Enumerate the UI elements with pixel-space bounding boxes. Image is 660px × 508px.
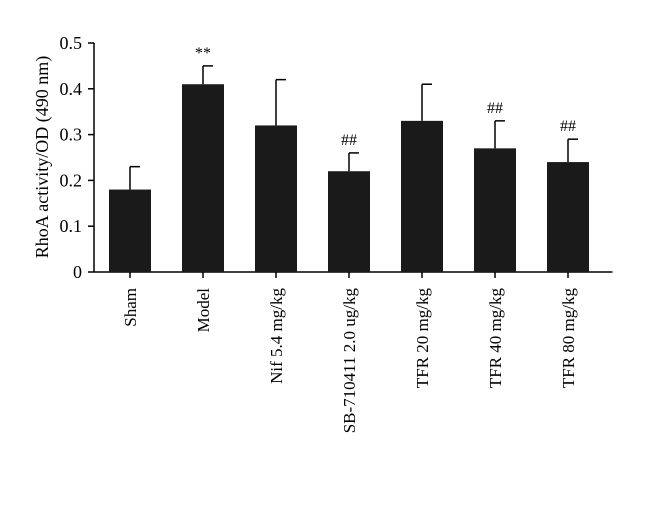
bar xyxy=(401,120,443,272)
plot-area: 0 0.1 0.2 0.3 0.4 0.5 Sham ** Model Nif 5.4 mg/kg… xyxy=(60,33,613,433)
y-axis-title: RhoA activity/OD (490 nm) xyxy=(32,56,53,258)
y-tick-label: 0.5 xyxy=(60,33,83,53)
bar xyxy=(474,148,516,272)
x-category-label: Sham xyxy=(121,288,140,327)
significance-label: ## xyxy=(341,132,357,149)
significance-label: ## xyxy=(560,118,576,135)
significance-label: ** xyxy=(195,45,211,62)
x-category-label: Model xyxy=(194,288,213,333)
bar xyxy=(547,162,589,272)
bar xyxy=(328,171,370,272)
y-tick-label: 0.2 xyxy=(60,170,83,190)
x-category-label: TFR 80 mg/kg xyxy=(559,288,578,389)
y-tick-label: 0 xyxy=(73,262,82,282)
x-category-label: TFR 20 mg/kg xyxy=(413,288,432,389)
x-category-label: TFR 40 mg/kg xyxy=(486,288,505,389)
x-category-label: SB-710411 2.0 ug/kg xyxy=(340,288,359,434)
y-tick-label: 0.3 xyxy=(60,125,83,145)
y-tick-label: 0.1 xyxy=(60,216,83,236)
significance-label: ## xyxy=(487,100,503,117)
x-category-label: Nif 5.4 mg/kg xyxy=(267,288,286,384)
y-tick-label: 0.4 xyxy=(60,79,83,99)
bar xyxy=(182,84,224,272)
bar xyxy=(255,125,297,272)
bar xyxy=(109,189,151,272)
